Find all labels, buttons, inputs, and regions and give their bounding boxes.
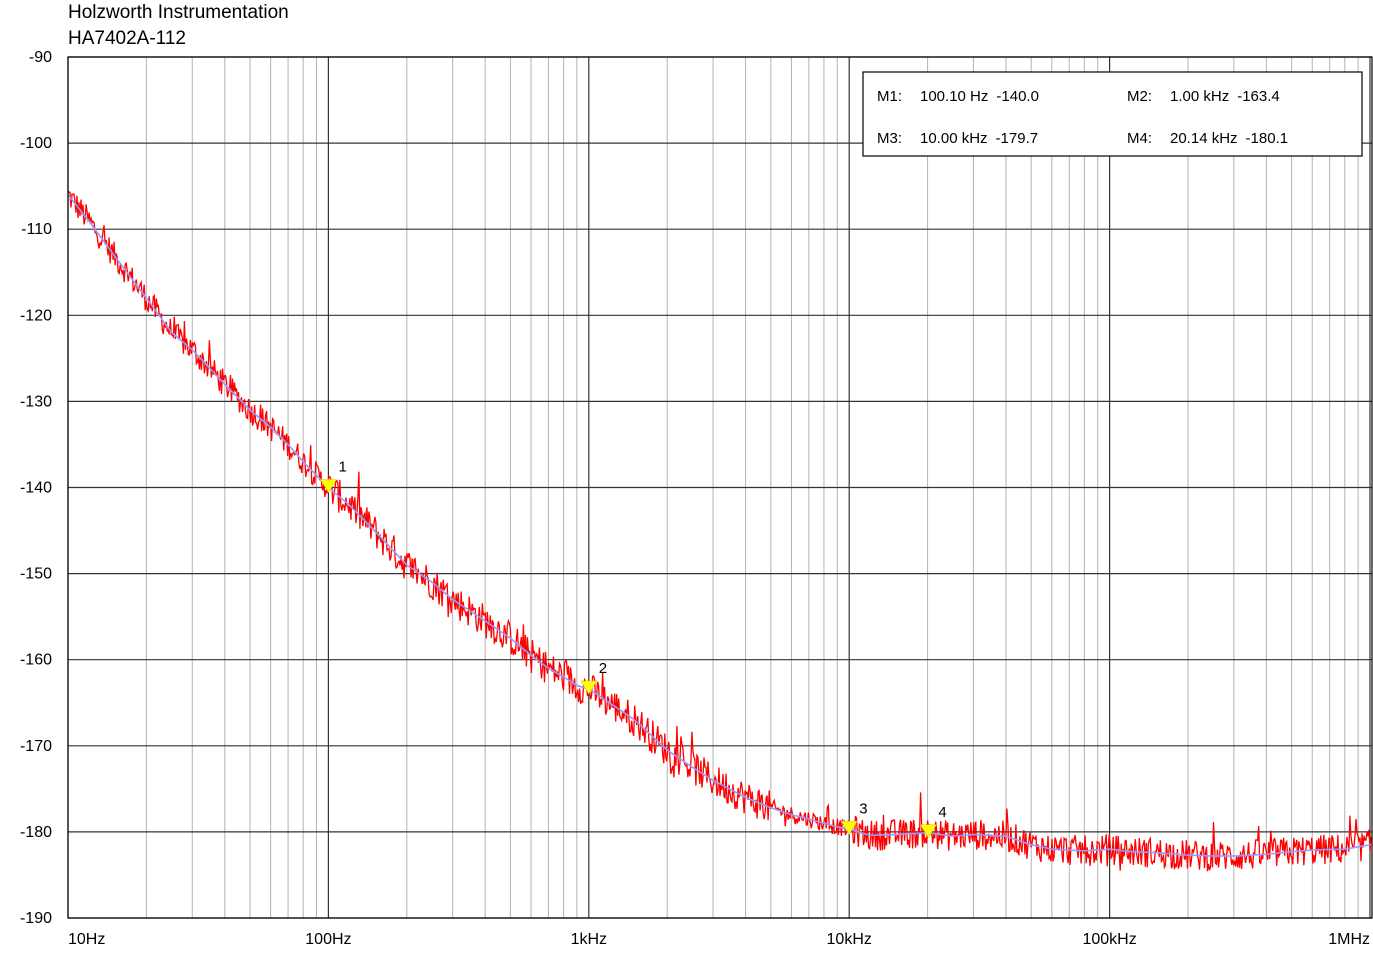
x-tick-label: 10Hz bbox=[68, 931, 105, 948]
marker-triangle bbox=[580, 680, 598, 695]
chart-subtitle: HA7402A-112 bbox=[68, 28, 186, 49]
marker-triangle bbox=[320, 479, 337, 493]
marker-legend: M1: 100.10 Hz -140.0 M2: 1.00 kHz -163.4 M3: 10… bbox=[862, 71, 1363, 157]
y-tick-label: -180 bbox=[20, 824, 52, 841]
x-tick-label: 100Hz bbox=[305, 931, 351, 948]
y-tick-label: -110 bbox=[21, 221, 52, 238]
x-tick-label: 10kHz bbox=[827, 931, 872, 948]
legend-marker-freq: 1.00 kHz bbox=[1170, 88, 1229, 105]
marker-triangle bbox=[840, 821, 858, 835]
smoothed-trace bbox=[67, 194, 1373, 857]
legend-marker-value: -180.1 bbox=[1246, 130, 1289, 147]
marker-label: 1 bbox=[339, 459, 347, 476]
marker-triangle bbox=[919, 824, 937, 839]
legend-marker-freq: 100.10 Hz bbox=[920, 88, 988, 105]
legend-marker-freq: 20.14 kHz bbox=[1170, 130, 1238, 147]
y-tick-label: -120 bbox=[20, 307, 52, 324]
marker-label: 3 bbox=[859, 800, 867, 817]
marker-label: 4 bbox=[938, 804, 946, 821]
y-axis-ticks: -90 -100 -110 -120 -130 -140 -150 -160 -170 -180 -… bbox=[20, 49, 52, 927]
y-tick-label: -130 bbox=[20, 393, 52, 410]
y-tick-label: -140 bbox=[20, 480, 52, 497]
raw-noise-trace bbox=[67, 190, 1373, 872]
y-tick-label: -160 bbox=[20, 652, 52, 669]
legend-marker-value: -179.7 bbox=[996, 130, 1039, 147]
series-layer bbox=[67, 190, 1373, 872]
y-tick-label: -90 bbox=[29, 49, 52, 66]
legend-marker-value: -163.4 bbox=[1237, 88, 1280, 105]
x-tick-label: 1kHz bbox=[571, 931, 607, 948]
y-tick-label: -150 bbox=[20, 566, 52, 583]
plot-frame bbox=[67, 56, 1373, 919]
x-tick-label: 100kHz bbox=[1082, 931, 1136, 948]
legend-marker-name: M3: bbox=[877, 130, 902, 147]
y-tick-label: -170 bbox=[20, 738, 52, 755]
legend-marker-name: M1: bbox=[877, 88, 902, 105]
x-axis-ticks: 10Hz 100Hz 1kHz 10kHz 100kHz 1MHz bbox=[68, 931, 1370, 948]
y-tick-label: -190 bbox=[20, 910, 52, 927]
x-tick-label: 1MHz bbox=[1328, 931, 1370, 948]
chart-title: Holzworth Instrumentation bbox=[68, 2, 289, 23]
legend-marker-name: M2: bbox=[1127, 88, 1152, 105]
legend-box bbox=[862, 71, 1363, 157]
marker-label: 2 bbox=[599, 660, 607, 677]
y-tick-label: -100 bbox=[20, 135, 52, 152]
marker-layer: 1 2 3 4 bbox=[320, 459, 947, 839]
legend-marker-freq: 10.00 kHz bbox=[920, 130, 988, 147]
legend-marker-name: M4: bbox=[1127, 130, 1152, 147]
legend-marker-value: -140.0 bbox=[996, 88, 1039, 105]
